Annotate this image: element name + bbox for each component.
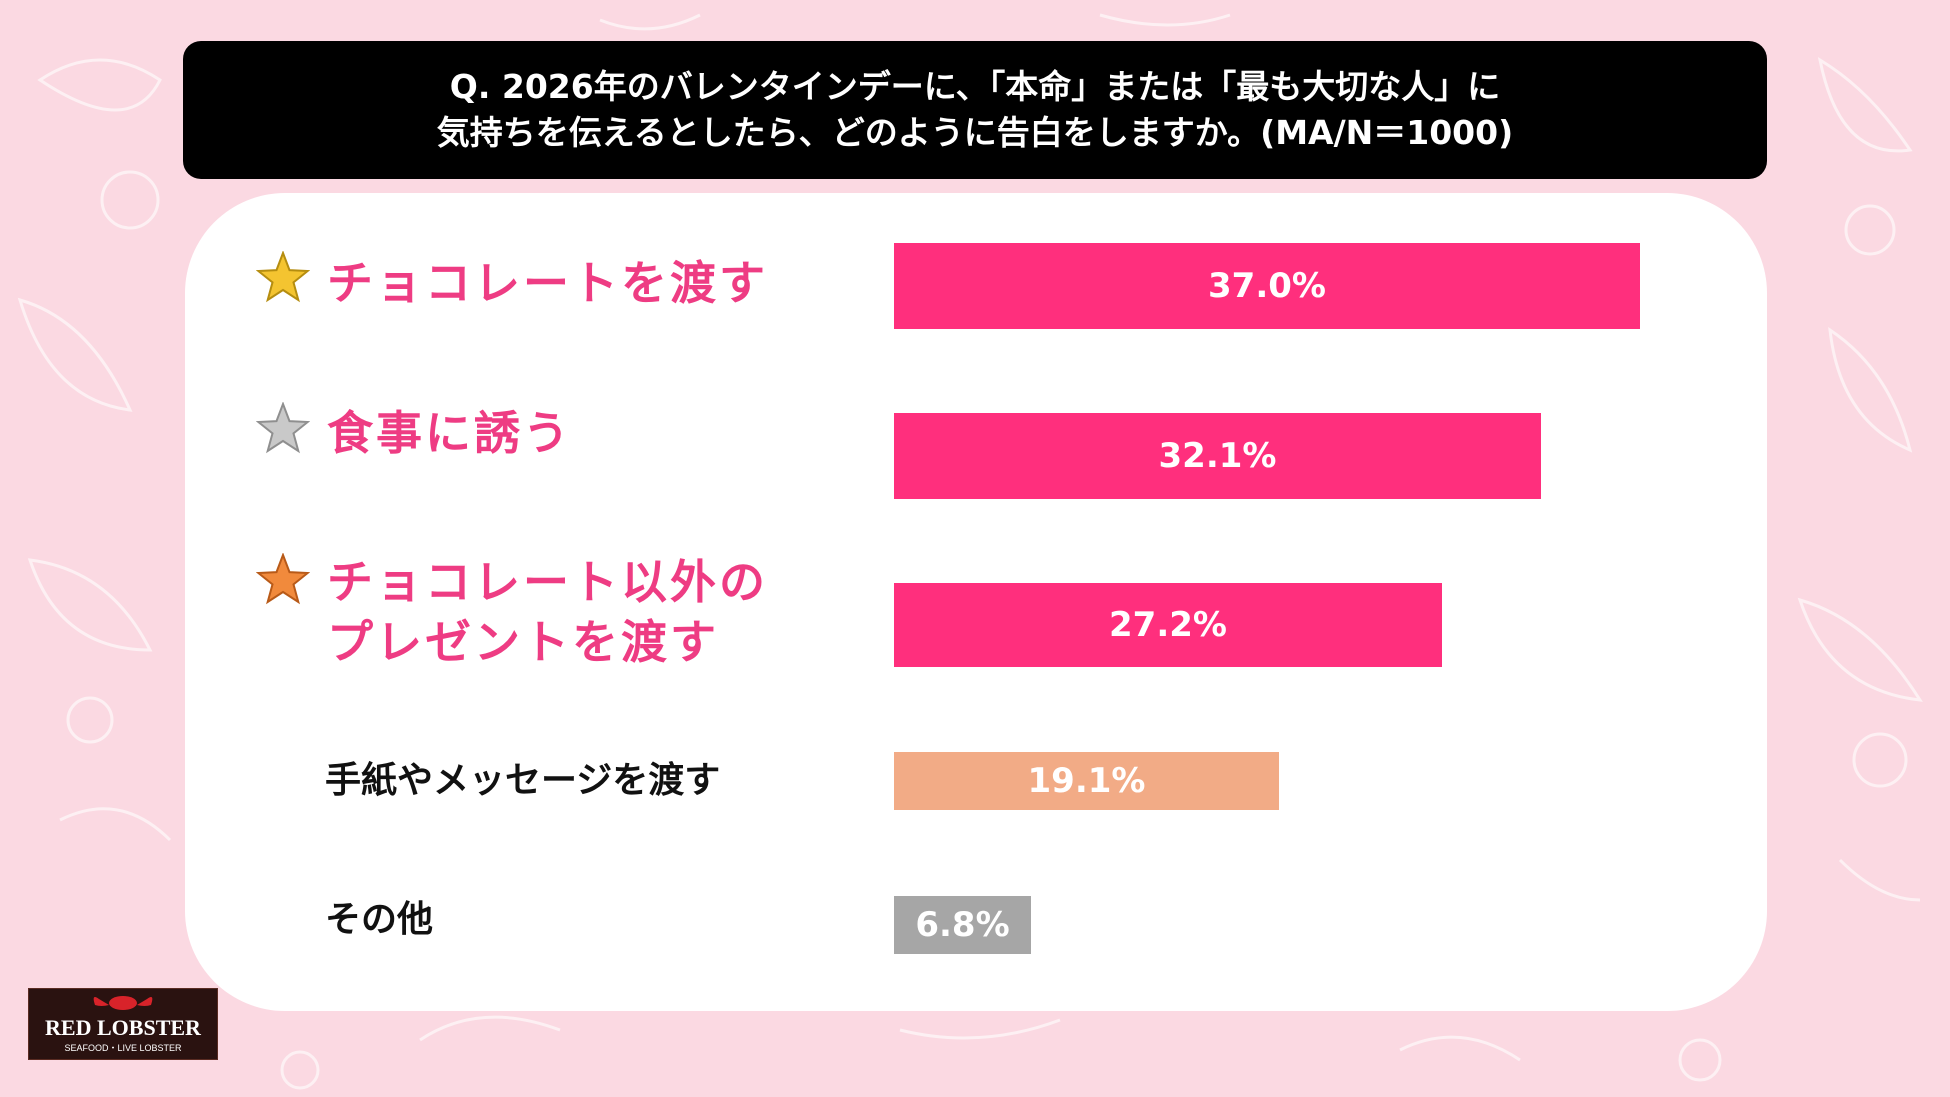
category-label-line: プレゼントを渡す [327, 615, 719, 669]
bar: 6.8% [894, 896, 1031, 954]
question-header: Q. 2026年のバレンタインデーに、「本命」または「最も大切な人」に 気持ちを… [183, 41, 1767, 179]
red-lobster-logo: RED LOBSTER SEAFOOD・LIVE LOBSTER [28, 988, 218, 1060]
category-label: チョコレート以外の プレゼントを渡す [327, 552, 768, 672]
silver-star-icon [256, 402, 310, 454]
category-label-line: 手紙やメッセージを渡す [325, 760, 721, 801]
logo-wordmark: RED LOBSTER [45, 1015, 202, 1040]
lobster-icon [93, 996, 153, 1010]
question-line-1: Q. 2026年のバレンタインデーに、「本命」または「最も大切な人」に [449, 67, 1501, 106]
question-line-2: 気持ちを伝えるとしたら、どのように告白をしますか。(MA/N＝1000) [436, 113, 1514, 152]
bar-value-label: 32.1% [1158, 436, 1277, 476]
bar-value-label: 27.2% [1109, 605, 1227, 645]
gold-star-icon [256, 251, 310, 303]
bar: 19.1% [894, 752, 1279, 810]
category-label-line: チョコレートを渡す [327, 256, 768, 310]
category-label: 手紙やメッセージを渡す [325, 757, 720, 805]
category-label: 食事に誘う [327, 403, 572, 463]
bar-value-label: 6.8% [915, 905, 1010, 945]
bar: 27.2% [894, 583, 1442, 667]
bar: 37.0% [894, 243, 1640, 329]
bar: 32.1% [894, 413, 1541, 499]
logo-tagline: SEAFOOD・LIVE LOBSTER [64, 1043, 182, 1053]
bar-value-label: 19.1% [1027, 761, 1146, 801]
category-label: チョコレートを渡す [327, 253, 768, 313]
bar-value-label: 37.0% [1208, 266, 1326, 306]
category-label: その他 [325, 896, 433, 944]
category-label-line: チョコレート以外の [327, 555, 768, 609]
category-label-line: その他 [325, 899, 434, 940]
category-label-line: 食事に誘う [327, 406, 572, 460]
bronze-star-icon [256, 553, 310, 605]
